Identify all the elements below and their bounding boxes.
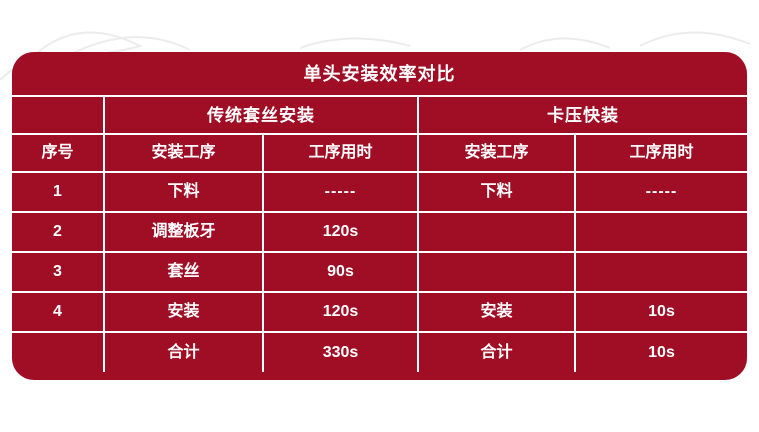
table-cell: 调整板牙 <box>105 213 262 251</box>
table-cell: 套丝 <box>105 253 262 291</box>
table-cell: 2 <box>12 213 103 251</box>
table-cell <box>576 253 747 291</box>
group-header-traditional: 传统套丝安装 <box>105 97 417 133</box>
table-cell: 120s <box>264 293 417 331</box>
table-cell: 10s <box>576 293 747 331</box>
comparison-table: 单头安装效率对比 传统套丝安装 卡压快装 序号 安装工序 工序用时 安装工序 工… <box>12 52 747 372</box>
group-header-pressfit: 卡压快装 <box>419 97 747 133</box>
table-cell: ----- <box>576 173 747 211</box>
comparison-table-card: 单头安装效率对比 传统套丝安装 卡压快装 序号 安装工序 工序用时 安装工序 工… <box>12 52 747 380</box>
total-value-cell: 330s <box>264 333 417 372</box>
column-header-index: 序号 <box>12 135 103 171</box>
table-cell: 120s <box>264 213 417 251</box>
table-cell <box>12 333 103 372</box>
total-value-cell: 10s <box>576 333 747 372</box>
table-cell: 安装 <box>419 293 574 331</box>
column-header-time-1: 工序用时 <box>264 135 417 171</box>
corner-empty-cell <box>12 97 103 133</box>
table-cell: 下料 <box>419 173 574 211</box>
table-cell <box>419 213 574 251</box>
table-cell: 下料 <box>105 173 262 211</box>
column-header-process-1: 安装工序 <box>105 135 262 171</box>
table-cell: 4 <box>12 293 103 331</box>
table-cell <box>576 213 747 251</box>
table-cell: 3 <box>12 253 103 291</box>
table-cell: 90s <box>264 253 417 291</box>
column-header-process-2: 安装工序 <box>419 135 574 171</box>
table-title: 单头安装效率对比 <box>12 52 747 95</box>
table-cell: 1 <box>12 173 103 211</box>
table-cell <box>419 253 574 291</box>
column-header-time-2: 工序用时 <box>576 135 747 171</box>
total-label-cell: 合计 <box>105 333 262 372</box>
total-label-cell: 合计 <box>419 333 574 372</box>
table-cell: ----- <box>264 173 417 211</box>
table-cell: 安装 <box>105 293 262 331</box>
